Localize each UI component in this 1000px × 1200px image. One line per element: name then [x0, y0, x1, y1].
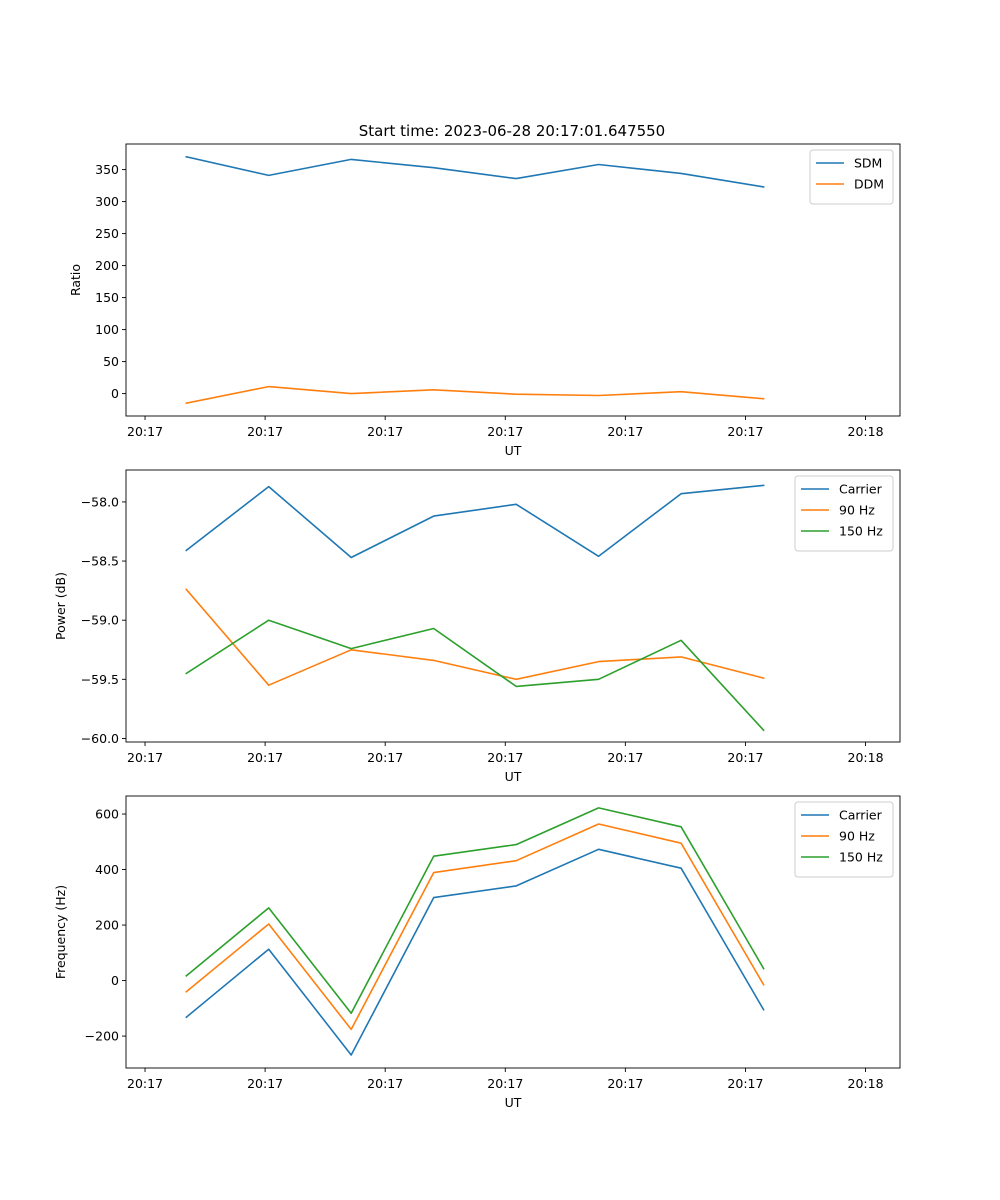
- x-tick-label: 20:18: [848, 750, 884, 765]
- legend-label: 90 Hz: [839, 503, 875, 518]
- y-tick-label: 200: [95, 258, 119, 273]
- y-tick-label: 150: [95, 290, 119, 305]
- figure-title: Start time: 2023-06-28 20:17:01.647550: [359, 122, 665, 140]
- x-tick-label: 20:17: [607, 1076, 643, 1091]
- legend: SDM DDM: [809, 149, 894, 205]
- x-tick-label: 20:17: [127, 750, 163, 765]
- panels: 0 50 100 150 200 250 300 350 20:17 20:17 20:17 20:1…: [53, 143, 901, 1110]
- x-axis-label: UT: [505, 769, 522, 784]
- series-line-carrier: [185, 484, 765, 559]
- x-tick-label: 20:18: [848, 424, 884, 439]
- y-axis-label: Power (dB): [53, 572, 68, 640]
- y-tick-label: 400: [95, 862, 119, 877]
- x-tick-label: 20:17: [247, 424, 283, 439]
- x-tick-label: 20:17: [727, 750, 763, 765]
- y-tick-label: 250: [95, 226, 119, 241]
- series-line-ddm: [185, 385, 765, 405]
- chart-panel-3: −200 0 200 400 600 20:17 20:17 20:17 20:17 20:17 2…: [53, 795, 901, 1110]
- y-tick-label: −58.5: [81, 554, 119, 569]
- x-tick-label: 20:17: [727, 424, 763, 439]
- legend: Carrier 90 Hz 150 Hz: [794, 801, 894, 878]
- series-line-sdm: [185, 155, 765, 188]
- series-line-150-hz: [185, 619, 765, 732]
- x-tick-label: 20:18: [848, 1076, 884, 1091]
- x-axis-label: UT: [505, 1095, 522, 1110]
- y-tick-label: −59.5: [81, 672, 119, 687]
- x-tick-label: 20:17: [247, 1076, 283, 1091]
- x-tick-label: 20:17: [367, 750, 403, 765]
- x-tick-label: 20:17: [367, 424, 403, 439]
- series-line-90-hz: [185, 588, 765, 687]
- legend-label: Carrier: [839, 482, 883, 497]
- y-tick-label: −200: [85, 1029, 119, 1044]
- legend-label: Carrier: [839, 808, 883, 823]
- series-line-90-hz: [185, 823, 765, 1031]
- y-tick-label: 0: [111, 973, 119, 988]
- x-tick-label: 20:17: [727, 1076, 763, 1091]
- chart-panel-1: 0 50 100 150 200 250 300 350 20:17 20:17 20:17 20:1…: [68, 143, 901, 458]
- y-tick-label: 300: [95, 194, 119, 209]
- y-tick-label: 350: [95, 162, 119, 177]
- y-tick-label: −59.0: [81, 613, 119, 628]
- x-axis-label: UT: [505, 443, 522, 458]
- x-tick-label: 20:17: [607, 424, 643, 439]
- series-line-carrier: [185, 848, 765, 1056]
- legend-label: 90 Hz: [839, 829, 875, 844]
- y-axis-label: Frequency (Hz): [53, 885, 68, 979]
- x-tick-label: 20:17: [607, 750, 643, 765]
- legend: Carrier 90 Hz 150 Hz: [794, 475, 894, 552]
- y-tick-label: 600: [95, 807, 119, 822]
- legend-label: 150 Hz: [839, 524, 883, 539]
- legend-label: 150 Hz: [839, 850, 883, 865]
- y-tick-label: 100: [95, 322, 119, 337]
- x-tick-label: 20:17: [127, 424, 163, 439]
- y-axis-label: Ratio: [68, 264, 83, 296]
- y-tick-label: −58.0: [81, 494, 119, 509]
- y-tick-label: −60.0: [81, 731, 119, 746]
- plot-area-frame: [125, 795, 901, 1069]
- legend-label: DDM: [854, 177, 884, 192]
- y-tick-label: 200: [95, 918, 119, 933]
- x-tick-label: 20:17: [247, 750, 283, 765]
- legend-box: [794, 475, 894, 552]
- x-tick-label: 20:17: [367, 1076, 403, 1091]
- legend-label: SDM: [854, 156, 882, 171]
- x-tick-label: 20:17: [487, 424, 523, 439]
- plot-area-frame: [125, 143, 901, 417]
- x-tick-label: 20:17: [487, 750, 523, 765]
- series-line-150-hz: [185, 807, 765, 1015]
- y-tick-label: 0: [111, 386, 119, 401]
- legend-box: [794, 801, 894, 878]
- x-tick-label: 20:17: [127, 1076, 163, 1091]
- x-tick-label: 20:17: [487, 1076, 523, 1091]
- chart-panel-2: −60.0 −59.5 −59.0 −58.5 −58.0 20:17 20:17 20:17…: [53, 469, 901, 784]
- plot-area-frame: [125, 469, 901, 743]
- y-tick-label: 50: [103, 354, 119, 369]
